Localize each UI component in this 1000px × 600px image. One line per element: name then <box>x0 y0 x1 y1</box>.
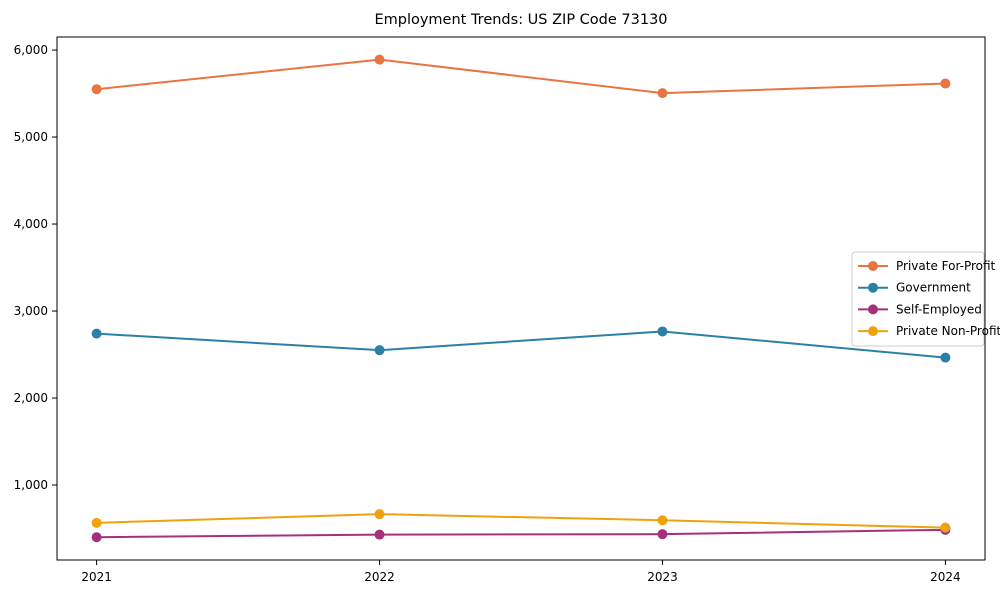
series-line-government <box>95 330 947 359</box>
legend-label-government: Government <box>896 281 971 295</box>
data-point-private-for-profit <box>657 88 668 99</box>
series-line-self-employed <box>95 528 947 539</box>
x-tick-label: 2022 <box>364 570 395 584</box>
y-tick-label: 3,000 <box>14 304 48 318</box>
data-point-government <box>657 326 668 337</box>
data-point-private-non-profit <box>657 515 668 526</box>
legend-marker-private-non-profit <box>868 326 878 337</box>
data-point-private-for-profit <box>940 78 951 89</box>
x-tick-label: 2021 <box>81 570 112 584</box>
series-line-private-for-profit <box>95 58 947 95</box>
data-point-government <box>91 328 102 339</box>
legend-marker-government <box>868 282 878 293</box>
series-line-private-non-profit <box>95 513 947 529</box>
y-tick-label: 2,000 <box>14 391 48 405</box>
data-point-private-non-profit <box>91 517 102 528</box>
data-point-self-employed <box>657 529 668 540</box>
plot-border <box>56 36 986 561</box>
legend-label-private-for-profit: Private For-Profit <box>896 259 996 273</box>
data-point-self-employed <box>91 532 102 543</box>
y-tick-label: 6,000 <box>14 43 48 57</box>
data-point-private-for-profit <box>374 54 385 65</box>
data-point-private-for-profit <box>91 84 102 95</box>
chart-title: Employment Trends: US ZIP Code 73130 <box>374 12 668 28</box>
y-tick-label: 4,000 <box>14 217 48 231</box>
y-tick-label: 1,000 <box>14 478 48 492</box>
data-point-self-employed <box>374 529 385 540</box>
data-point-private-non-profit <box>940 522 951 533</box>
data-point-government <box>374 345 385 356</box>
legend-marker-private-for-profit <box>868 261 878 271</box>
x-tick-label: 2024 <box>930 570 961 584</box>
legend-box <box>851 251 985 347</box>
data-point-private-non-profit <box>374 509 385 520</box>
data-point-government <box>940 352 951 363</box>
y-tick-label: 5,000 <box>14 130 48 144</box>
x-tick-label: 2023 <box>647 570 678 584</box>
legend-label-private-non-profit: Private Non-Profit <box>896 324 1000 338</box>
legend-marker-self-employed <box>868 304 878 315</box>
legend-label-self-employed: Self-Employed <box>896 302 982 316</box>
